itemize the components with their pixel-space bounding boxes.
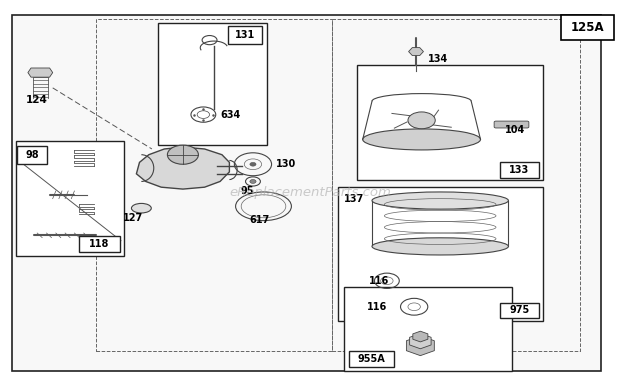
Bar	[79, 236, 120, 252]
Text: 127: 127	[123, 213, 143, 223]
Ellipse shape	[131, 203, 151, 213]
Bar	[356, 65, 542, 180]
FancyBboxPatch shape	[494, 121, 529, 128]
Text: 116: 116	[369, 276, 389, 286]
Bar	[228, 26, 262, 44]
Text: 134: 134	[428, 54, 448, 64]
Text: 125A: 125A	[571, 21, 604, 34]
Polygon shape	[28, 68, 53, 77]
Text: eReplacementParts.com: eReplacementParts.com	[229, 186, 391, 199]
Text: 118: 118	[89, 239, 110, 249]
Bar	[338, 187, 542, 321]
Text: 617: 617	[249, 215, 269, 225]
Bar	[349, 351, 394, 367]
Bar	[332, 19, 580, 351]
Circle shape	[250, 162, 256, 166]
Text: 124: 124	[26, 95, 48, 105]
Text: 975: 975	[510, 305, 529, 315]
Bar	[16, 141, 124, 256]
Text: 133: 133	[510, 165, 529, 175]
Text: 130: 130	[276, 159, 296, 169]
Text: 104: 104	[505, 125, 526, 135]
Ellipse shape	[372, 192, 508, 209]
Bar	[344, 286, 512, 371]
Circle shape	[167, 145, 198, 164]
Bar	[17, 146, 47, 164]
Text: 131: 131	[235, 30, 255, 40]
Text: 116: 116	[367, 302, 388, 312]
Circle shape	[250, 180, 256, 183]
Bar	[158, 23, 267, 145]
Bar	[561, 15, 614, 40]
Polygon shape	[136, 147, 229, 189]
Text: 634: 634	[220, 110, 241, 120]
Text: 955A: 955A	[358, 354, 385, 364]
Bar	[96, 19, 332, 351]
Circle shape	[408, 112, 435, 129]
Ellipse shape	[363, 129, 480, 150]
Text: 137: 137	[344, 194, 365, 204]
Text: 95: 95	[240, 186, 254, 196]
Text: 98: 98	[25, 150, 39, 160]
Ellipse shape	[372, 238, 508, 255]
Bar	[500, 303, 539, 318]
Bar	[500, 162, 539, 178]
